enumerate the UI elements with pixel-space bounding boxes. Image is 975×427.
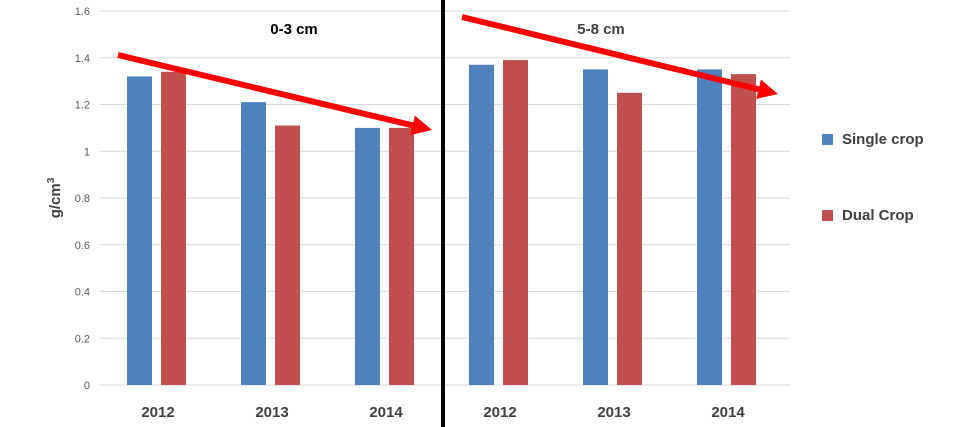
panel-titles: 0-3 cm 5-8 cm — [270, 21, 625, 38]
y-axis-label: g/cm3 — [46, 177, 64, 218]
x-tick-label: 2012 — [141, 404, 174, 421]
legend-item-single-crop: Single crop — [822, 128, 924, 150]
trend-arrow — [461, 14, 778, 99]
y-tick-label: 0.2 — [75, 333, 90, 345]
bar-single-2014 — [355, 127, 380, 385]
y-axis-ticks: 0 0.2 0.4 0.6 0.8 1 1.2 1.4 1.6 — [75, 6, 90, 392]
x-axis-categories: 2012 2013 2014 2012 2013 2014 — [141, 404, 745, 421]
bar-single-2013 — [583, 69, 608, 385]
bar-single-2013 — [241, 102, 266, 385]
y-tick-label: 1.4 — [75, 53, 90, 65]
y-tick-label: 0.6 — [75, 240, 90, 252]
bar-dual-2013 — [617, 92, 642, 385]
bar-dual-2014 — [731, 74, 756, 386]
legend-swatch-single-crop — [822, 133, 833, 145]
legend: Single crop Dual Crop — [822, 128, 924, 280]
x-tick-label: 2014 — [711, 404, 745, 421]
x-tick-label: 2013 — [597, 404, 630, 421]
y-tick-label: 0.4 — [75, 287, 90, 299]
legend-swatch-dual-crop — [822, 209, 833, 221]
y-tick-label: 1.2 — [75, 100, 90, 112]
panel-title: 5-8 cm — [577, 21, 625, 38]
legend-label-single-crop: Single crop — [842, 130, 924, 148]
bar-single-2012 — [127, 76, 152, 385]
bars — [127, 60, 756, 386]
bar-single-2014 — [697, 69, 722, 385]
bar-single-2012 — [469, 64, 494, 385]
legend-item-dual-crop: Dual Crop — [822, 204, 924, 226]
x-tick-label: 2012 — [483, 404, 516, 421]
y-tick-label: 1.6 — [75, 6, 90, 18]
bar-dual-2012 — [161, 71, 186, 386]
legend-label-dual-crop: Dual Crop — [842, 206, 914, 224]
bar-dual-2012 — [503, 60, 528, 386]
y-tick-label: 1 — [84, 146, 90, 158]
bar-dual-2014 — [389, 127, 414, 385]
trend-arrows — [117, 14, 778, 136]
x-tick-label: 2013 — [255, 404, 288, 421]
y-tick-label: 0.8 — [75, 193, 90, 205]
y-tick-label: 0 — [84, 380, 90, 392]
x-tick-label: 2014 — [369, 404, 403, 421]
bar-dual-2013 — [275, 125, 300, 385]
panel-title: 0-3 cm — [270, 21, 318, 38]
trend-arrow — [117, 52, 432, 136]
